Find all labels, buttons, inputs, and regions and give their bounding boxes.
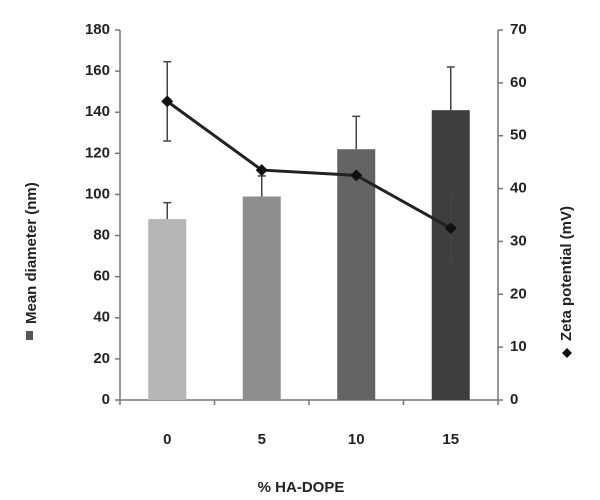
right-tick-label: 60 bbox=[510, 74, 527, 91]
right-tick-label: 10 bbox=[510, 338, 527, 355]
right-tick-label: 70 bbox=[510, 21, 527, 38]
left-tick-label: 120 bbox=[85, 144, 110, 161]
x-tick-label: 5 bbox=[258, 431, 266, 448]
left-tick-label: 140 bbox=[85, 103, 110, 120]
right-tick-label: 20 bbox=[510, 285, 527, 302]
left-axis-title: Mean diameter (nm) bbox=[23, 182, 40, 340]
left-tick-label: 40 bbox=[93, 309, 110, 326]
right-axis-title: Zeta potential (mV) bbox=[558, 206, 575, 358]
left-tick-label: 100 bbox=[85, 185, 110, 202]
right-tick-label: 40 bbox=[510, 180, 527, 197]
zeta-point bbox=[350, 169, 363, 182]
x-tick-label: 15 bbox=[442, 431, 459, 448]
right-tick-label: 50 bbox=[510, 127, 527, 144]
zeta-line bbox=[161, 60, 457, 264]
x-tick-label: 10 bbox=[348, 431, 365, 448]
left-tick-label: 180 bbox=[85, 21, 110, 38]
left-tick-label: 160 bbox=[85, 62, 110, 79]
zeta-point bbox=[161, 95, 174, 108]
x-axis-label: % HA-DOPE bbox=[258, 479, 345, 496]
left-tick-label: 60 bbox=[93, 268, 110, 285]
right-axis-label: Zeta potential (mV) bbox=[558, 206, 575, 341]
left-tick-label: 80 bbox=[93, 227, 110, 244]
left-tick-label: 20 bbox=[93, 350, 110, 367]
zeta-point bbox=[444, 222, 457, 235]
bar-error-bars bbox=[163, 66, 455, 220]
zeta-series-line bbox=[166, 100, 452, 230]
x-tick-label: 0 bbox=[163, 431, 171, 448]
tick-labels: 0 20 40 60 80 100 120 140 160 180 0 10 20 30 40 50 60 70 0… bbox=[85, 21, 527, 448]
right-tick-label: 30 bbox=[510, 232, 527, 249]
diamond-legend-icon bbox=[562, 348, 572, 358]
right-tick-label: 0 bbox=[510, 391, 518, 408]
bar bbox=[148, 219, 187, 400]
left-axis-label: Mean diameter (nm) bbox=[23, 182, 40, 324]
bar bbox=[242, 196, 281, 400]
bar-legend-swatch bbox=[26, 331, 33, 340]
zeta-point bbox=[255, 164, 268, 177]
bar bbox=[337, 149, 376, 400]
bars bbox=[148, 110, 470, 401]
left-tick-label: 0 bbox=[102, 391, 110, 408]
